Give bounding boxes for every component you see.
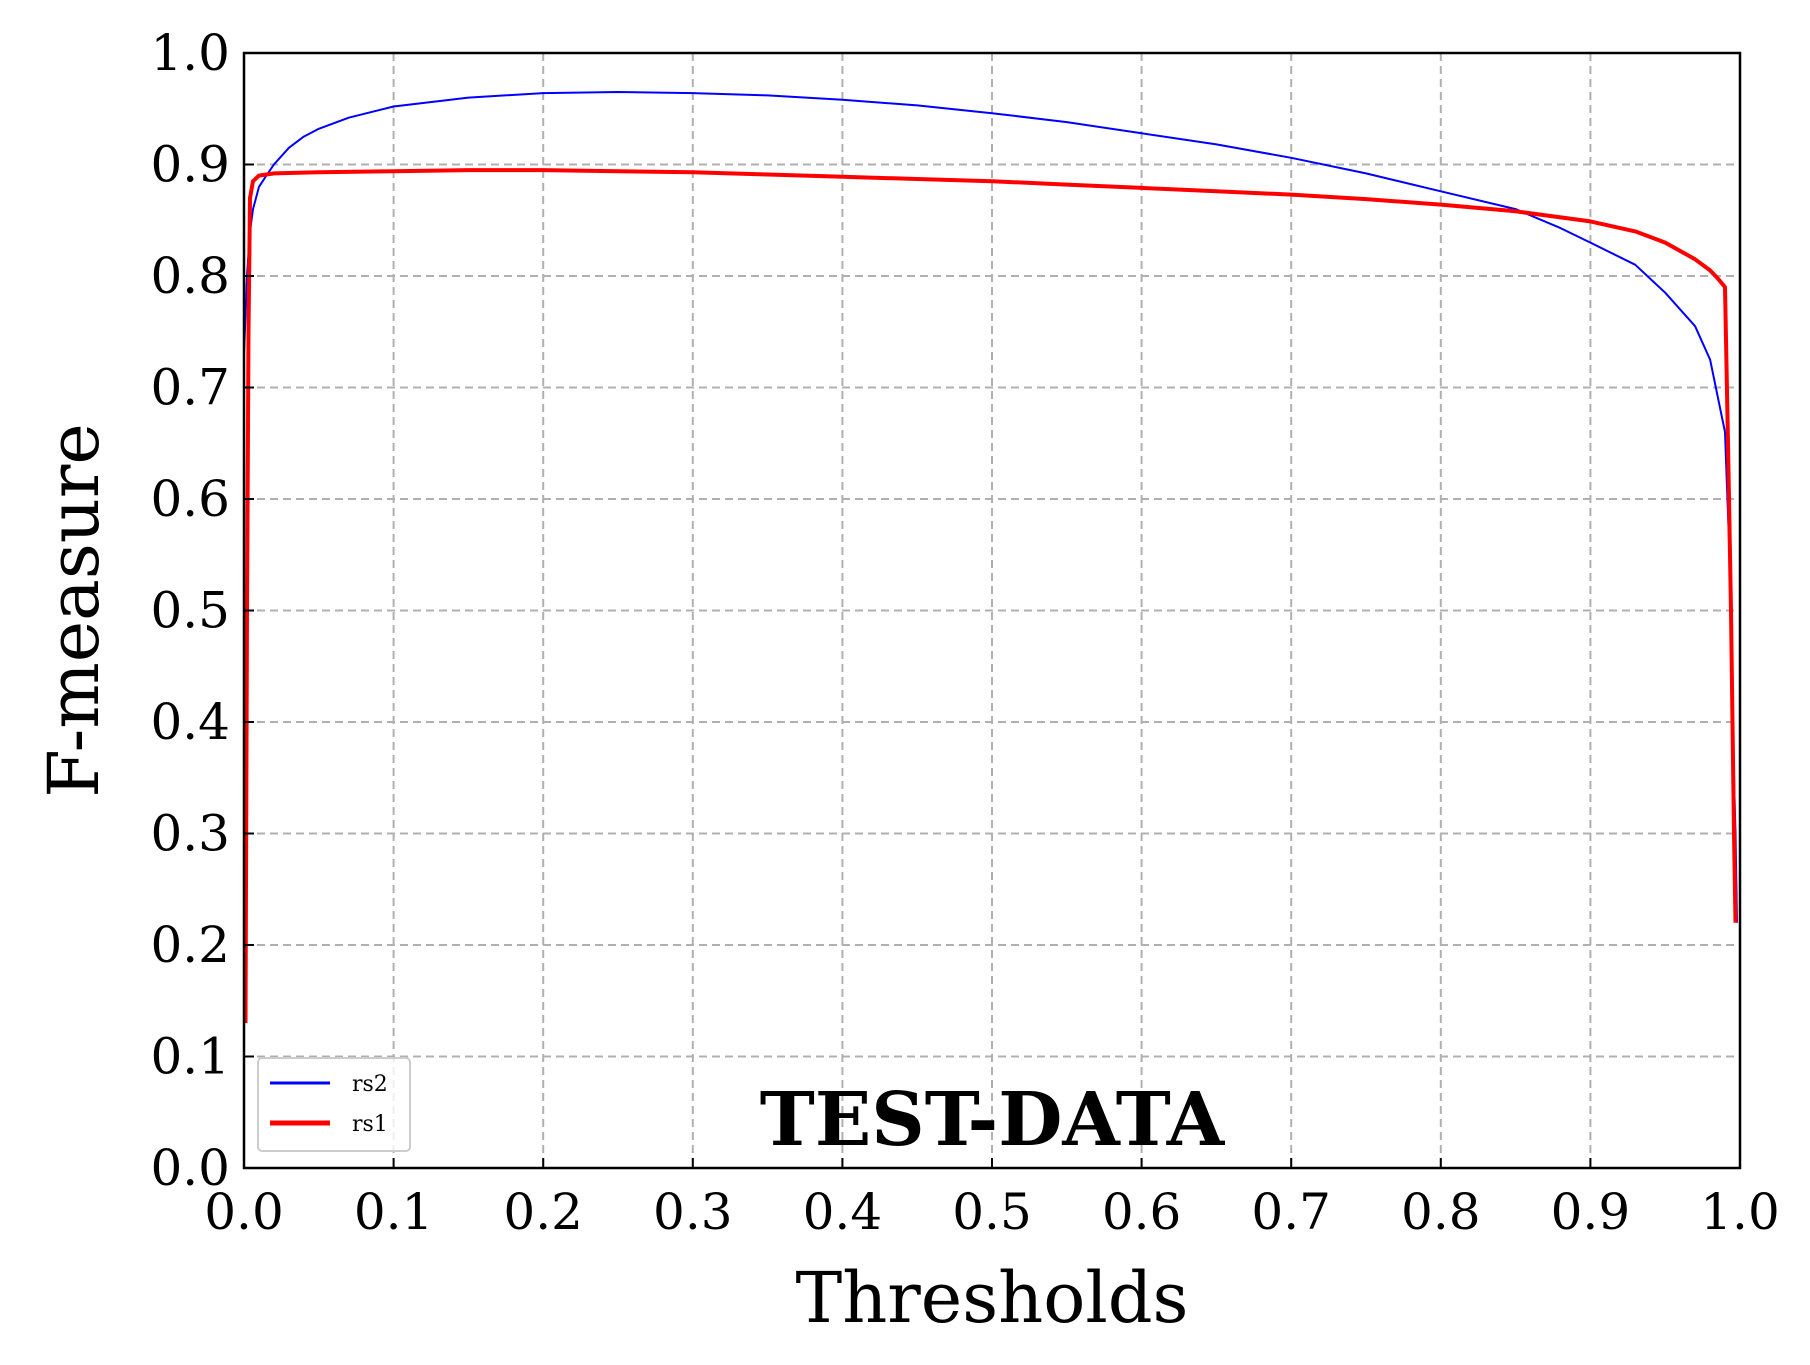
x-axis-label: Thresholds: [796, 1257, 1189, 1339]
x-tick-label: 0.9: [1551, 1183, 1631, 1241]
legend-label-rs2: rs2: [352, 1072, 388, 1097]
x-tick-label: 1.0: [1700, 1183, 1780, 1241]
x-tick-label: 0.8: [1401, 1183, 1481, 1241]
y-tick-label: 0.2: [150, 916, 230, 974]
y-tick-label: 0.1: [150, 1028, 230, 1086]
y-tick-labels: 0.0 0.1 0.2 0.3 0.4 0.5 0.6 0.7 0.8 0.9 1.0: [150, 24, 230, 1197]
legend: rs2 rs1: [257, 1057, 411, 1152]
y-tick-label: 0.9: [150, 136, 230, 194]
y-axis-label: F-measure: [33, 423, 115, 798]
y-tick-label: 0.7: [150, 359, 230, 417]
y-tick-label: 0.5: [150, 582, 230, 640]
y-tick-label: 0.3: [150, 805, 230, 863]
series-layer: [243, 91, 1738, 1024]
ticks: [243, 52, 1741, 1169]
series-line-rs2: [243, 91, 1738, 923]
chart-title: TEST-DATA: [760, 1077, 1226, 1163]
x-tick-label: 0.7: [1251, 1183, 1331, 1241]
y-tick-label: 0.6: [150, 470, 230, 528]
x-tick-label: 0.6: [1102, 1183, 1182, 1241]
y-tick-label: 0.4: [150, 693, 230, 751]
grid: [244, 53, 1740, 1168]
series-line-rs1: [243, 168, 1738, 1024]
x-tick-label: 0.2: [503, 1183, 583, 1241]
y-tick-label: 0.0: [150, 1139, 230, 1197]
y-tick-label: 1.0: [150, 24, 230, 82]
x-tick-labels: 0.0 0.1 0.2 0.3 0.4 0.5 0.6 0.7 0.8 0.9 1.0: [204, 1183, 1780, 1241]
legend-label-rs1: rs1: [352, 1112, 388, 1137]
x-tick-label: 0.4: [803, 1183, 883, 1241]
x-tick-label: 0.1: [354, 1183, 434, 1241]
x-tick-label: 0.0: [204, 1183, 284, 1241]
x-tick-label: 0.3: [653, 1183, 733, 1241]
x-tick-label: 0.5: [952, 1183, 1032, 1241]
legend-box: [257, 1057, 411, 1152]
y-tick-label: 0.8: [150, 247, 230, 305]
